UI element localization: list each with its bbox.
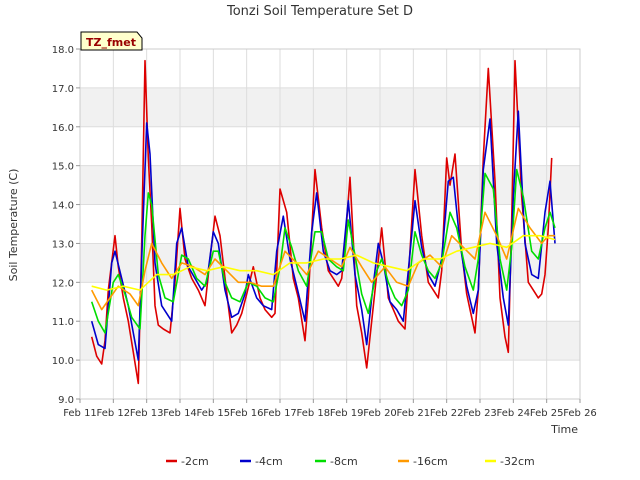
y-tick-label: 11.0 <box>52 317 74 328</box>
x-tick-label: Feb 16 <box>230 408 264 419</box>
x-tick-label: Feb 21 <box>397 408 431 419</box>
y-axis-ticks: 9.0 10.0 11.0 12.0 13.0 14.0 15.0 16.0 17.0 18.0 <box>52 45 80 406</box>
legend-label: -2cm <box>181 455 209 468</box>
x-tick-label: Feb 26 <box>563 408 597 419</box>
y-tick-label: 9.0 <box>58 395 74 406</box>
x-axis-label: Time <box>550 423 578 436</box>
x-tick-label: Feb 19 <box>330 408 364 419</box>
background-bands <box>80 87 580 361</box>
series-line-16cm <box>90 207 555 311</box>
y-tick-label: 16.0 <box>52 123 74 134</box>
x-tick-label: Feb 15 <box>197 408 231 419</box>
y-axis-label: Soil Temperature (C) <box>7 169 20 282</box>
background-band <box>80 165 580 205</box>
x-axis-ticks: Feb 11 Feb 12 Feb 13 Feb 14 Feb 15 Feb 16 Feb … <box>63 399 597 419</box>
y-tick-label: 10.0 <box>52 356 74 367</box>
y-tick-label: 17.0 <box>52 84 74 95</box>
background-band <box>80 321 580 361</box>
background-band <box>80 87 580 127</box>
x-tick-label: Feb 25 <box>530 408 564 419</box>
x-tick-label: Feb 18 <box>297 408 331 419</box>
y-tick-label: 14.0 <box>52 201 74 212</box>
x-tick-label: Feb 11 <box>63 408 97 419</box>
legend-label: -16cm <box>413 455 448 468</box>
site-label-box: TZ_fmet <box>80 31 143 51</box>
x-tick-label: Feb 22 <box>430 408 464 419</box>
series-line-4cm <box>90 110 556 361</box>
x-tick-label: Feb 24 <box>497 408 531 419</box>
x-tick-label: Feb 17 <box>263 408 297 419</box>
x-tick-label: Feb 14 <box>163 408 197 419</box>
series-lines <box>90 59 556 385</box>
y-tick-label: 13.0 <box>52 239 74 250</box>
site-label-background <box>80 31 143 51</box>
legend-label: -32cm <box>500 455 535 468</box>
x-tick-label: Feb 23 <box>463 408 497 419</box>
series-line-32cm <box>91 234 556 291</box>
legend-label: -4cm <box>255 455 283 468</box>
plot-frame <box>79 48 581 400</box>
legend-label: -8cm <box>330 455 358 468</box>
site-label-text: TZ_fmet <box>86 36 136 49</box>
x-tick-label: Feb 12 <box>97 408 131 419</box>
x-tick-label: Feb 13 <box>130 408 164 419</box>
legend: -2cm -4cm -8cm -16cm -32cm <box>166 455 535 468</box>
chart-title: Tonzi Soil Temperature Set D <box>226 4 413 19</box>
background-band <box>80 243 580 283</box>
y-tick-label: 12.0 <box>52 278 74 289</box>
y-tick-label: 15.0 <box>52 162 74 173</box>
y-tick-label: 18.0 <box>52 45 74 56</box>
x-tick-label: Feb 20 <box>363 408 397 419</box>
